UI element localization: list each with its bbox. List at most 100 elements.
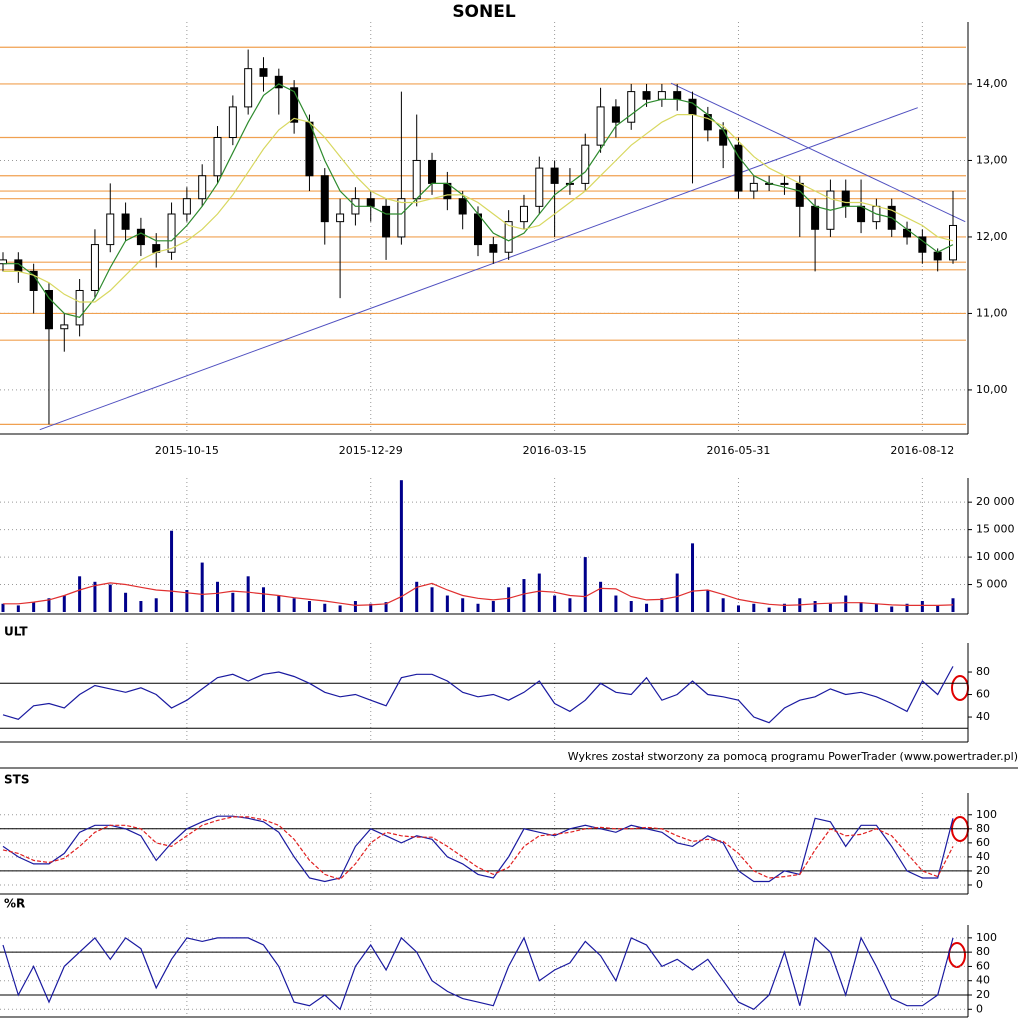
y-tick-label: 20 — [976, 864, 990, 877]
volume-bar — [568, 598, 572, 612]
volume-bar — [78, 576, 82, 612]
volume-bar — [752, 603, 756, 612]
volume-bar — [920, 601, 924, 612]
y-tick-label: 0 — [976, 878, 983, 891]
y-tick-label: 0 — [976, 1002, 983, 1015]
candle-body — [795, 182, 804, 207]
x-tick-label: 2016-05-31 — [707, 444, 771, 457]
x-tick-label: 2016-08-12 — [890, 444, 954, 457]
y-tick-label: 10 000 — [976, 550, 1015, 563]
volume-bar — [246, 576, 250, 612]
volume-bar — [292, 598, 296, 612]
candle-body — [44, 289, 53, 330]
candle-body — [933, 251, 942, 261]
candle-body — [627, 91, 636, 123]
volume-bar — [108, 584, 112, 612]
candle-body — [535, 167, 544, 207]
candle-body — [474, 213, 482, 246]
panel-title: SONEL — [452, 2, 516, 22]
volume-bar — [629, 601, 633, 612]
candle-body — [949, 224, 957, 261]
volume-bar — [353, 601, 357, 612]
volume-bar — [645, 603, 649, 612]
candle-body — [320, 175, 329, 223]
candle-body — [60, 324, 69, 330]
volume-bar — [16, 605, 20, 612]
volume-bar — [139, 601, 143, 612]
candle-body — [106, 213, 115, 246]
candle-body — [519, 205, 528, 223]
y-tick-label: 15 000 — [976, 523, 1015, 536]
x-tick-label: 2016-03-15 — [523, 444, 587, 457]
y-tick-label: 60 — [976, 959, 990, 972]
y-tick-label: 60 — [976, 836, 990, 849]
candle-body — [719, 129, 728, 146]
volume-bar — [706, 590, 710, 612]
volume-bar — [813, 601, 817, 612]
candle-body — [121, 213, 130, 230]
candle-body — [749, 182, 758, 192]
volume-bar — [476, 603, 480, 612]
y-tick-label: 60 — [976, 688, 990, 701]
candle-body — [136, 228, 145, 246]
volume-bar — [736, 605, 740, 612]
volume-bar — [936, 605, 940, 612]
volume-bar — [384, 602, 388, 612]
volume-bar — [154, 598, 158, 612]
volume-bar — [62, 595, 66, 612]
volume-bar — [1, 603, 5, 612]
volume-bar — [890, 606, 894, 612]
y-tick-label: 10,00 — [976, 383, 1008, 396]
volume-bar — [32, 602, 36, 612]
volume-bar — [338, 605, 342, 612]
y-tick-label: 100 — [976, 931, 997, 944]
candle-body — [780, 182, 789, 185]
indicator-line — [2, 815, 954, 883]
candle-body — [550, 167, 559, 184]
volume-bar — [767, 607, 771, 612]
volume-bar — [93, 581, 97, 612]
volume-bar — [782, 603, 786, 612]
volume-bar — [47, 598, 51, 612]
indicator-line — [3, 114, 954, 303]
y-tick-label: 40 — [976, 850, 990, 863]
candle-body — [259, 68, 268, 77]
candle-body — [642, 91, 651, 100]
x-tick-label: 2015-12-29 — [339, 444, 403, 457]
volume-bar — [124, 592, 128, 612]
volume-bar — [261, 587, 265, 612]
candle-body — [688, 98, 697, 116]
volume-bar — [583, 557, 587, 612]
y-tick-label: 40 — [976, 710, 990, 723]
candle-body — [382, 205, 391, 238]
candle-body — [734, 144, 743, 192]
candle-body — [90, 244, 99, 291]
indicator-line — [2, 816, 954, 881]
volume-bar — [170, 530, 174, 612]
y-tick-label: 40 — [976, 974, 990, 987]
panel-title: %R — [4, 897, 25, 911]
candle-body — [397, 198, 406, 238]
volume-bar — [277, 595, 281, 612]
y-tick-label: 5 000 — [976, 578, 1008, 591]
candle-body — [596, 106, 605, 146]
volume-bar — [660, 598, 664, 612]
volume-bar — [905, 603, 909, 612]
volume-bar — [200, 562, 204, 612]
volume-bar — [537, 573, 541, 612]
volume-bar — [461, 598, 465, 612]
candle-body — [657, 91, 666, 100]
candle-body — [489, 244, 498, 253]
y-tick-label: 13,00 — [976, 153, 1008, 166]
candle-body — [458, 198, 467, 215]
candle-body — [673, 91, 682, 100]
candle-body — [305, 121, 314, 177]
volume-bar — [430, 587, 434, 612]
volume-bar — [307, 601, 311, 612]
candle-body — [244, 68, 253, 108]
candle-body — [167, 213, 176, 253]
volume-bar — [231, 592, 235, 612]
volume-bar — [859, 602, 863, 612]
trend-line — [39, 107, 918, 431]
